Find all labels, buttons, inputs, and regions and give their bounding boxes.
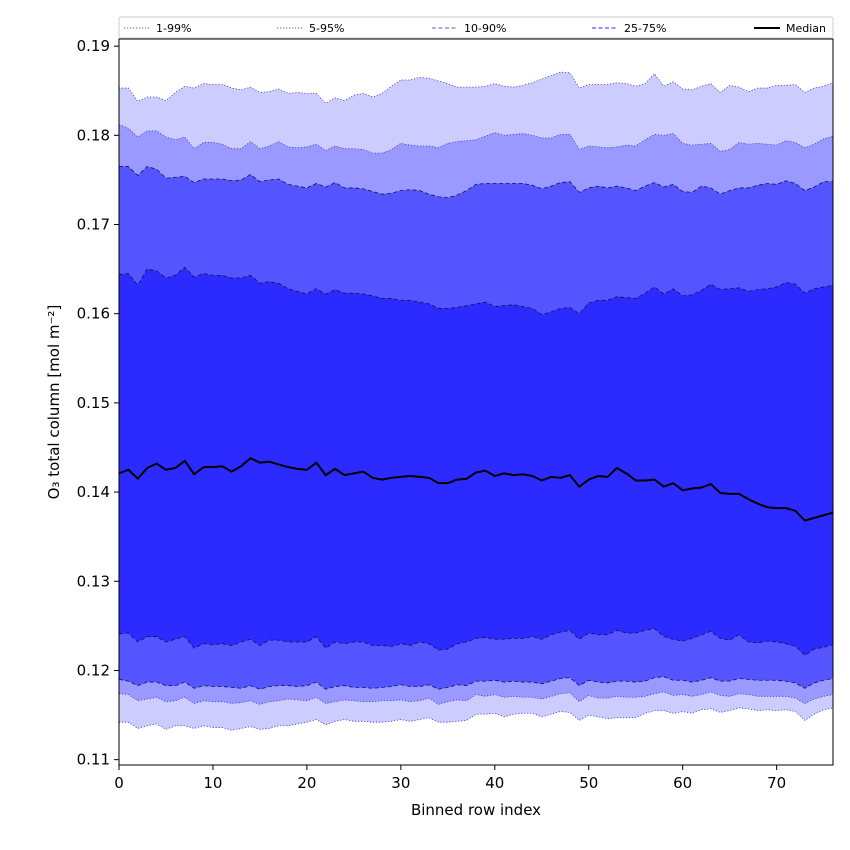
bands-group	[119, 71, 833, 731]
axes: 0 10 20 30 40 50 60 70 0.11 0.12 0.13 0.14 0.15 0.16 0…	[77, 37, 834, 792]
axes-frame	[118, 38, 834, 766]
band-5-95--upper-edge	[119, 124, 833, 154]
x-tick-label: 20	[297, 774, 316, 792]
band-25-75--upper-edge	[119, 266, 833, 316]
band-5-95--lower-edge	[119, 691, 833, 705]
legend-label: 5-95%	[309, 22, 344, 35]
median-line	[119, 457, 833, 522]
y-tick-label: 0.18	[77, 126, 110, 144]
legend-label: 10-90%	[464, 22, 506, 35]
x-tick-label: 70	[767, 774, 786, 792]
legend: 1-99% 5-95% 10-90% 25-75% Median	[118, 16, 834, 39]
x-axis-label: Binned row index	[411, 801, 541, 819]
band-25-75--lower-edge	[119, 628, 833, 656]
band-25-75-	[119, 267, 833, 656]
y-tick-label: 0.16	[77, 305, 110, 323]
y-axis-label: O₃ total column [mol m⁻²]	[45, 305, 63, 500]
plot-area	[119, 71, 833, 731]
x-tick-label: 30	[391, 774, 410, 792]
legend-frame	[118, 16, 834, 39]
band-1-99--lower-edge	[119, 707, 833, 731]
legend-label: 25-75%	[624, 22, 666, 35]
x-tick-label: 10	[203, 774, 222, 792]
band-1-99--upper-edge	[119, 71, 833, 104]
y-tick-label: 0.14	[77, 483, 110, 501]
y-tick-label: 0.19	[77, 37, 110, 55]
y-tick-label: 0.12	[77, 661, 110, 679]
y-tick-label: 0.17	[77, 216, 110, 234]
y-tick-label: 0.15	[77, 394, 110, 412]
y-tick-label: 0.13	[77, 572, 110, 590]
x-tick-label: 50	[579, 774, 598, 792]
y-tick-label: 0.11	[77, 751, 110, 769]
x-tick-label: 40	[485, 774, 504, 792]
x-tick-label: 0	[114, 774, 124, 792]
x-tick-label: 60	[673, 774, 692, 792]
band-10-90--upper-edge	[119, 166, 833, 199]
band-10-90--lower-edge	[119, 676, 833, 690]
legend-label: Median	[786, 22, 826, 35]
legend-label: 1-99%	[156, 22, 191, 35]
